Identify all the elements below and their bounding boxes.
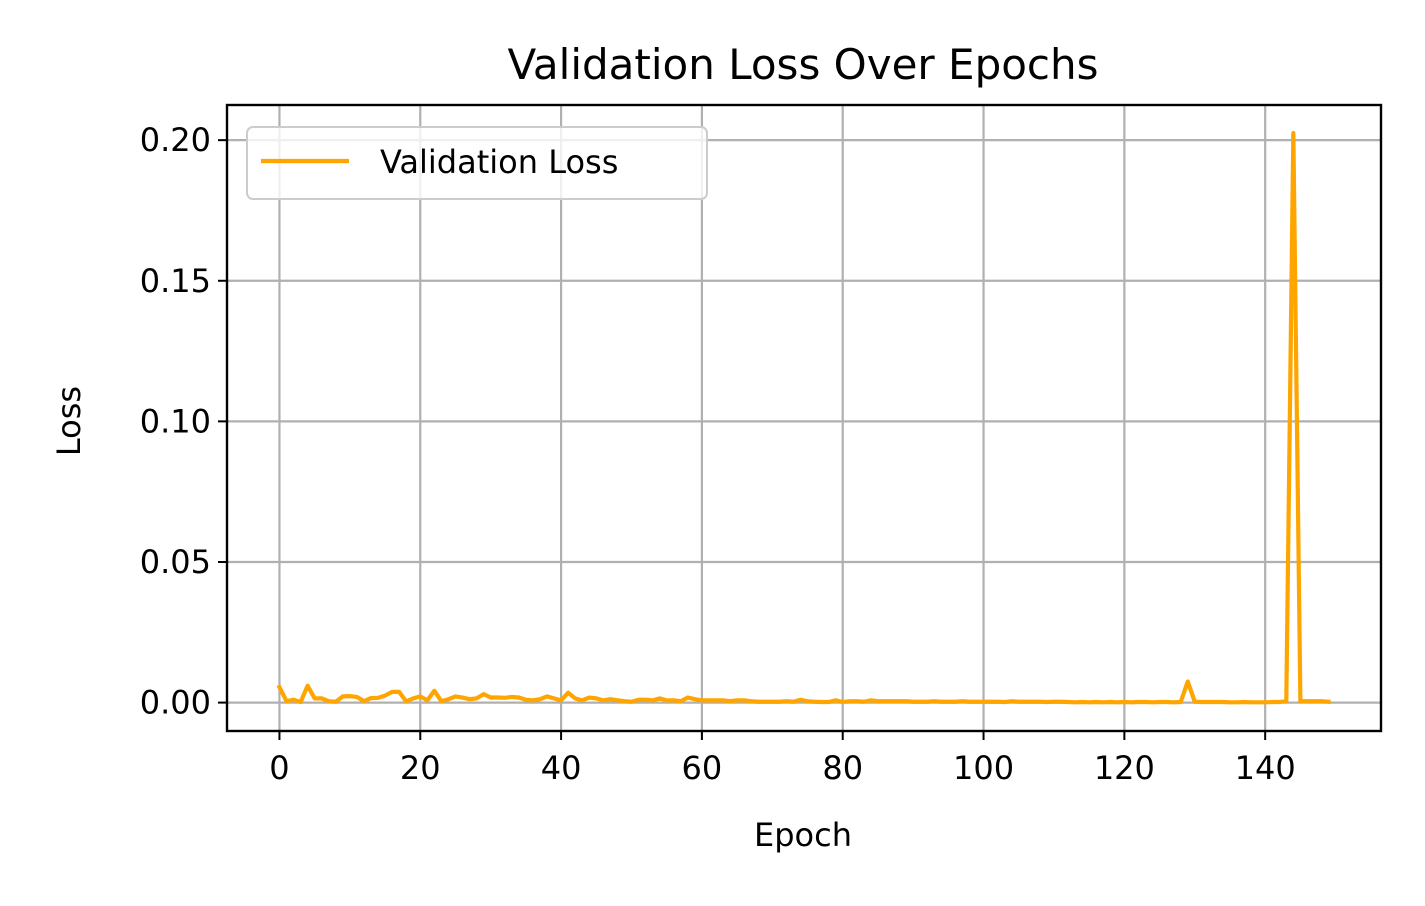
x-tick-label: 100 <box>953 749 1014 787</box>
x-tick-label: 40 <box>541 749 582 787</box>
legend: Validation Loss <box>246 126 708 200</box>
y-axis-label: Loss <box>50 386 88 456</box>
legend-label-validation-loss: Validation Loss <box>380 143 618 181</box>
y-tick-label: 0.10 <box>140 402 211 440</box>
x-tick-label: 80 <box>822 749 863 787</box>
x-tick-label: 20 <box>400 749 441 787</box>
series-layer <box>276 131 1331 705</box>
series-line-validation-loss <box>276 131 1331 705</box>
x-tick-label: 0 <box>269 749 289 787</box>
legend-box <box>246 126 708 200</box>
chart-title: Validation Loss Over Epochs <box>507 40 1098 89</box>
x-tick-label: 60 <box>682 749 723 787</box>
gridlines <box>227 105 1381 731</box>
axis-ticks: 0 20 40 60 80 100 120 140 0.00 0.05 0.10 0.15 0.20 <box>140 121 1296 787</box>
y-tick-label: 0.00 <box>140 684 211 722</box>
y-tick-label: 0.05 <box>140 543 211 581</box>
x-axis-label: Epoch <box>754 816 852 854</box>
plot-frame <box>225 103 1383 733</box>
y-tick-label: 0.15 <box>140 262 211 300</box>
y-tick-label: 0.20 <box>140 121 211 159</box>
x-tick-label: 140 <box>1235 749 1296 787</box>
x-tick-label: 120 <box>1094 749 1155 787</box>
